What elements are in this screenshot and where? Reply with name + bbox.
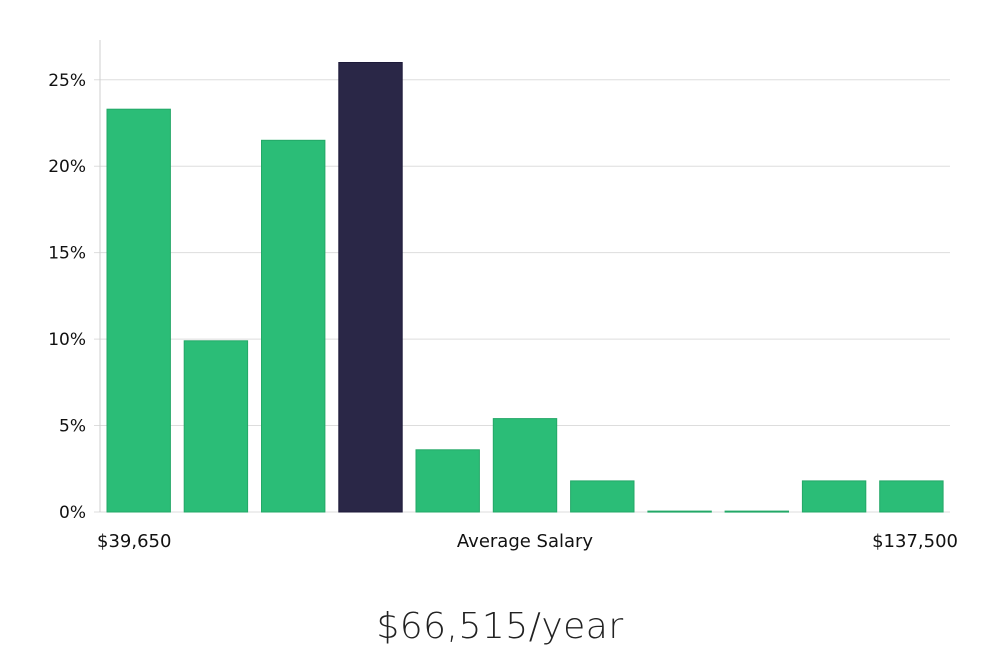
bar — [106, 108, 171, 513]
y-axis: 0% 5% 10% 15% 20% 25% — [48, 40, 101, 523]
x-max-label: $137,500 — [872, 531, 958, 552]
bar — [415, 449, 480, 513]
y-tick-label: 0% — [59, 503, 86, 523]
bars — [106, 62, 944, 513]
bar — [183, 340, 249, 513]
bar-highlighted — [338, 62, 403, 513]
y-tick-label: 15% — [48, 244, 86, 264]
salary-histogram: 0%5%10%15%20%25% $39,650 Average Salary … — [48, 40, 958, 552]
bar — [570, 480, 635, 513]
y-tick-label: 10% — [48, 330, 86, 350]
bar — [492, 418, 558, 513]
average-salary-value: $66,515/year — [376, 606, 624, 647]
bar — [647, 510, 712, 513]
x-axis-title: Average Salary — [457, 531, 594, 552]
x-min-label: $39,650 — [97, 531, 171, 552]
bar — [724, 510, 789, 513]
y-tick-label: 20% — [48, 157, 86, 177]
bar — [879, 480, 944, 513]
bar — [801, 480, 867, 513]
bar — [261, 139, 326, 513]
y-tick-label: 25% — [48, 71, 86, 91]
y-tick-label: 5% — [59, 417, 86, 437]
